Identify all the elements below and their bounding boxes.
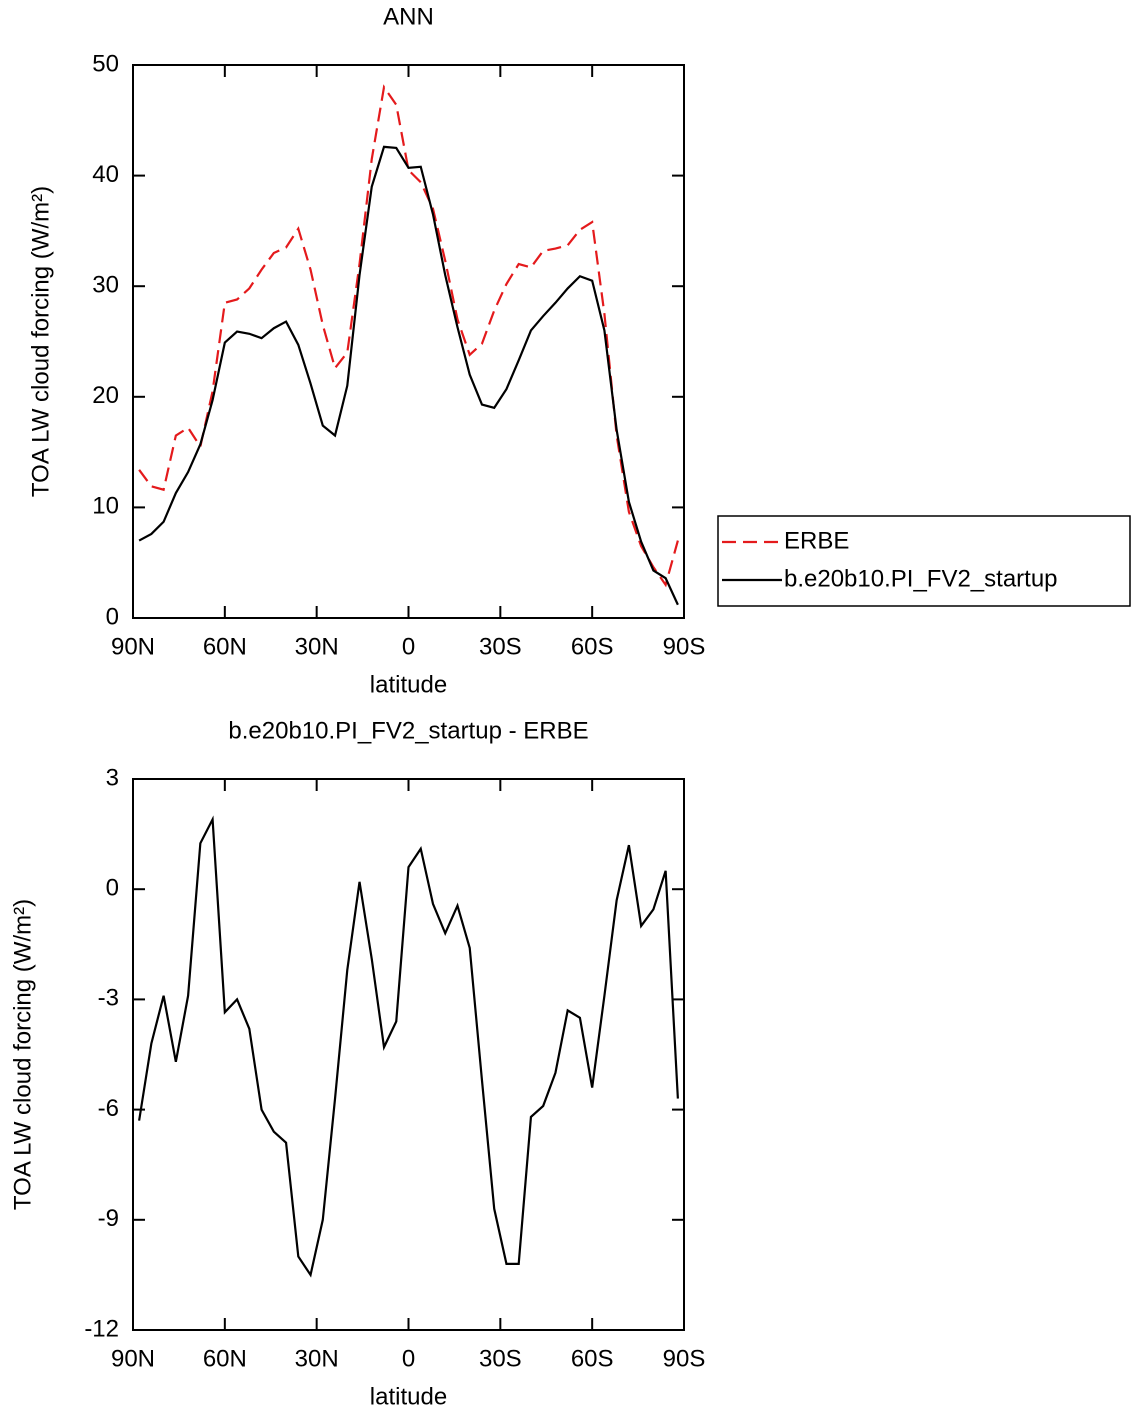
x-tick-label: 30S [479,1345,522,1372]
y-tick-label: -9 [98,1205,119,1232]
x-axis-label: latitude [370,671,447,698]
x-tick-label: 90N [111,1345,155,1372]
x-tick-label: 90N [111,633,155,660]
x-tick-label: 60N [203,1345,247,1372]
y-tick-label: 50 [92,50,119,77]
plot-frame [132,64,685,619]
x-tick-label: 0 [402,1345,415,1372]
y-tick-label: 10 [92,493,119,520]
y-tick-label: 30 [92,272,119,299]
x-tick-label: 30S [479,633,522,660]
x-tick-label: 30N [295,1345,339,1372]
x-tick-label: 0 [402,633,415,660]
x-tick-label: 60S [571,633,614,660]
y-tick-label: 3 [106,764,119,791]
y-tick-label: 20 [92,382,119,409]
y-tick-label: -12 [84,1315,119,1342]
legend-label: b.e20b10.PI_FV2_startup [784,565,1058,592]
y-tick-label: 40 [92,161,119,188]
legend-box [717,515,1131,607]
y-axis-label: TOA LW cloud forcing (W/m²) [9,899,36,1210]
data-line [138,84,679,588]
chart-title: ANN [383,3,434,30]
y-tick-label: -6 [98,1095,119,1122]
x-tick-label: 30N [295,633,339,660]
data-line [138,815,679,1278]
chart-title: b.e20b10.PI_FV2_startup - ERBE [228,717,588,744]
x-tick-label: 60S [571,1345,614,1372]
x-tick-label: 60N [203,633,247,660]
y-axis-label: TOA LW cloud forcing (W/m²) [27,186,54,497]
x-tick-label: 90S [663,1345,706,1372]
x-tick-label: 90S [663,633,706,660]
y-tick-label: 0 [106,603,119,630]
data-line [138,145,679,606]
y-tick-label: -3 [98,985,119,1012]
y-tick-label: 0 [106,875,119,902]
legend-label: ERBE [784,527,849,554]
x-axis-label: latitude [370,1383,447,1410]
